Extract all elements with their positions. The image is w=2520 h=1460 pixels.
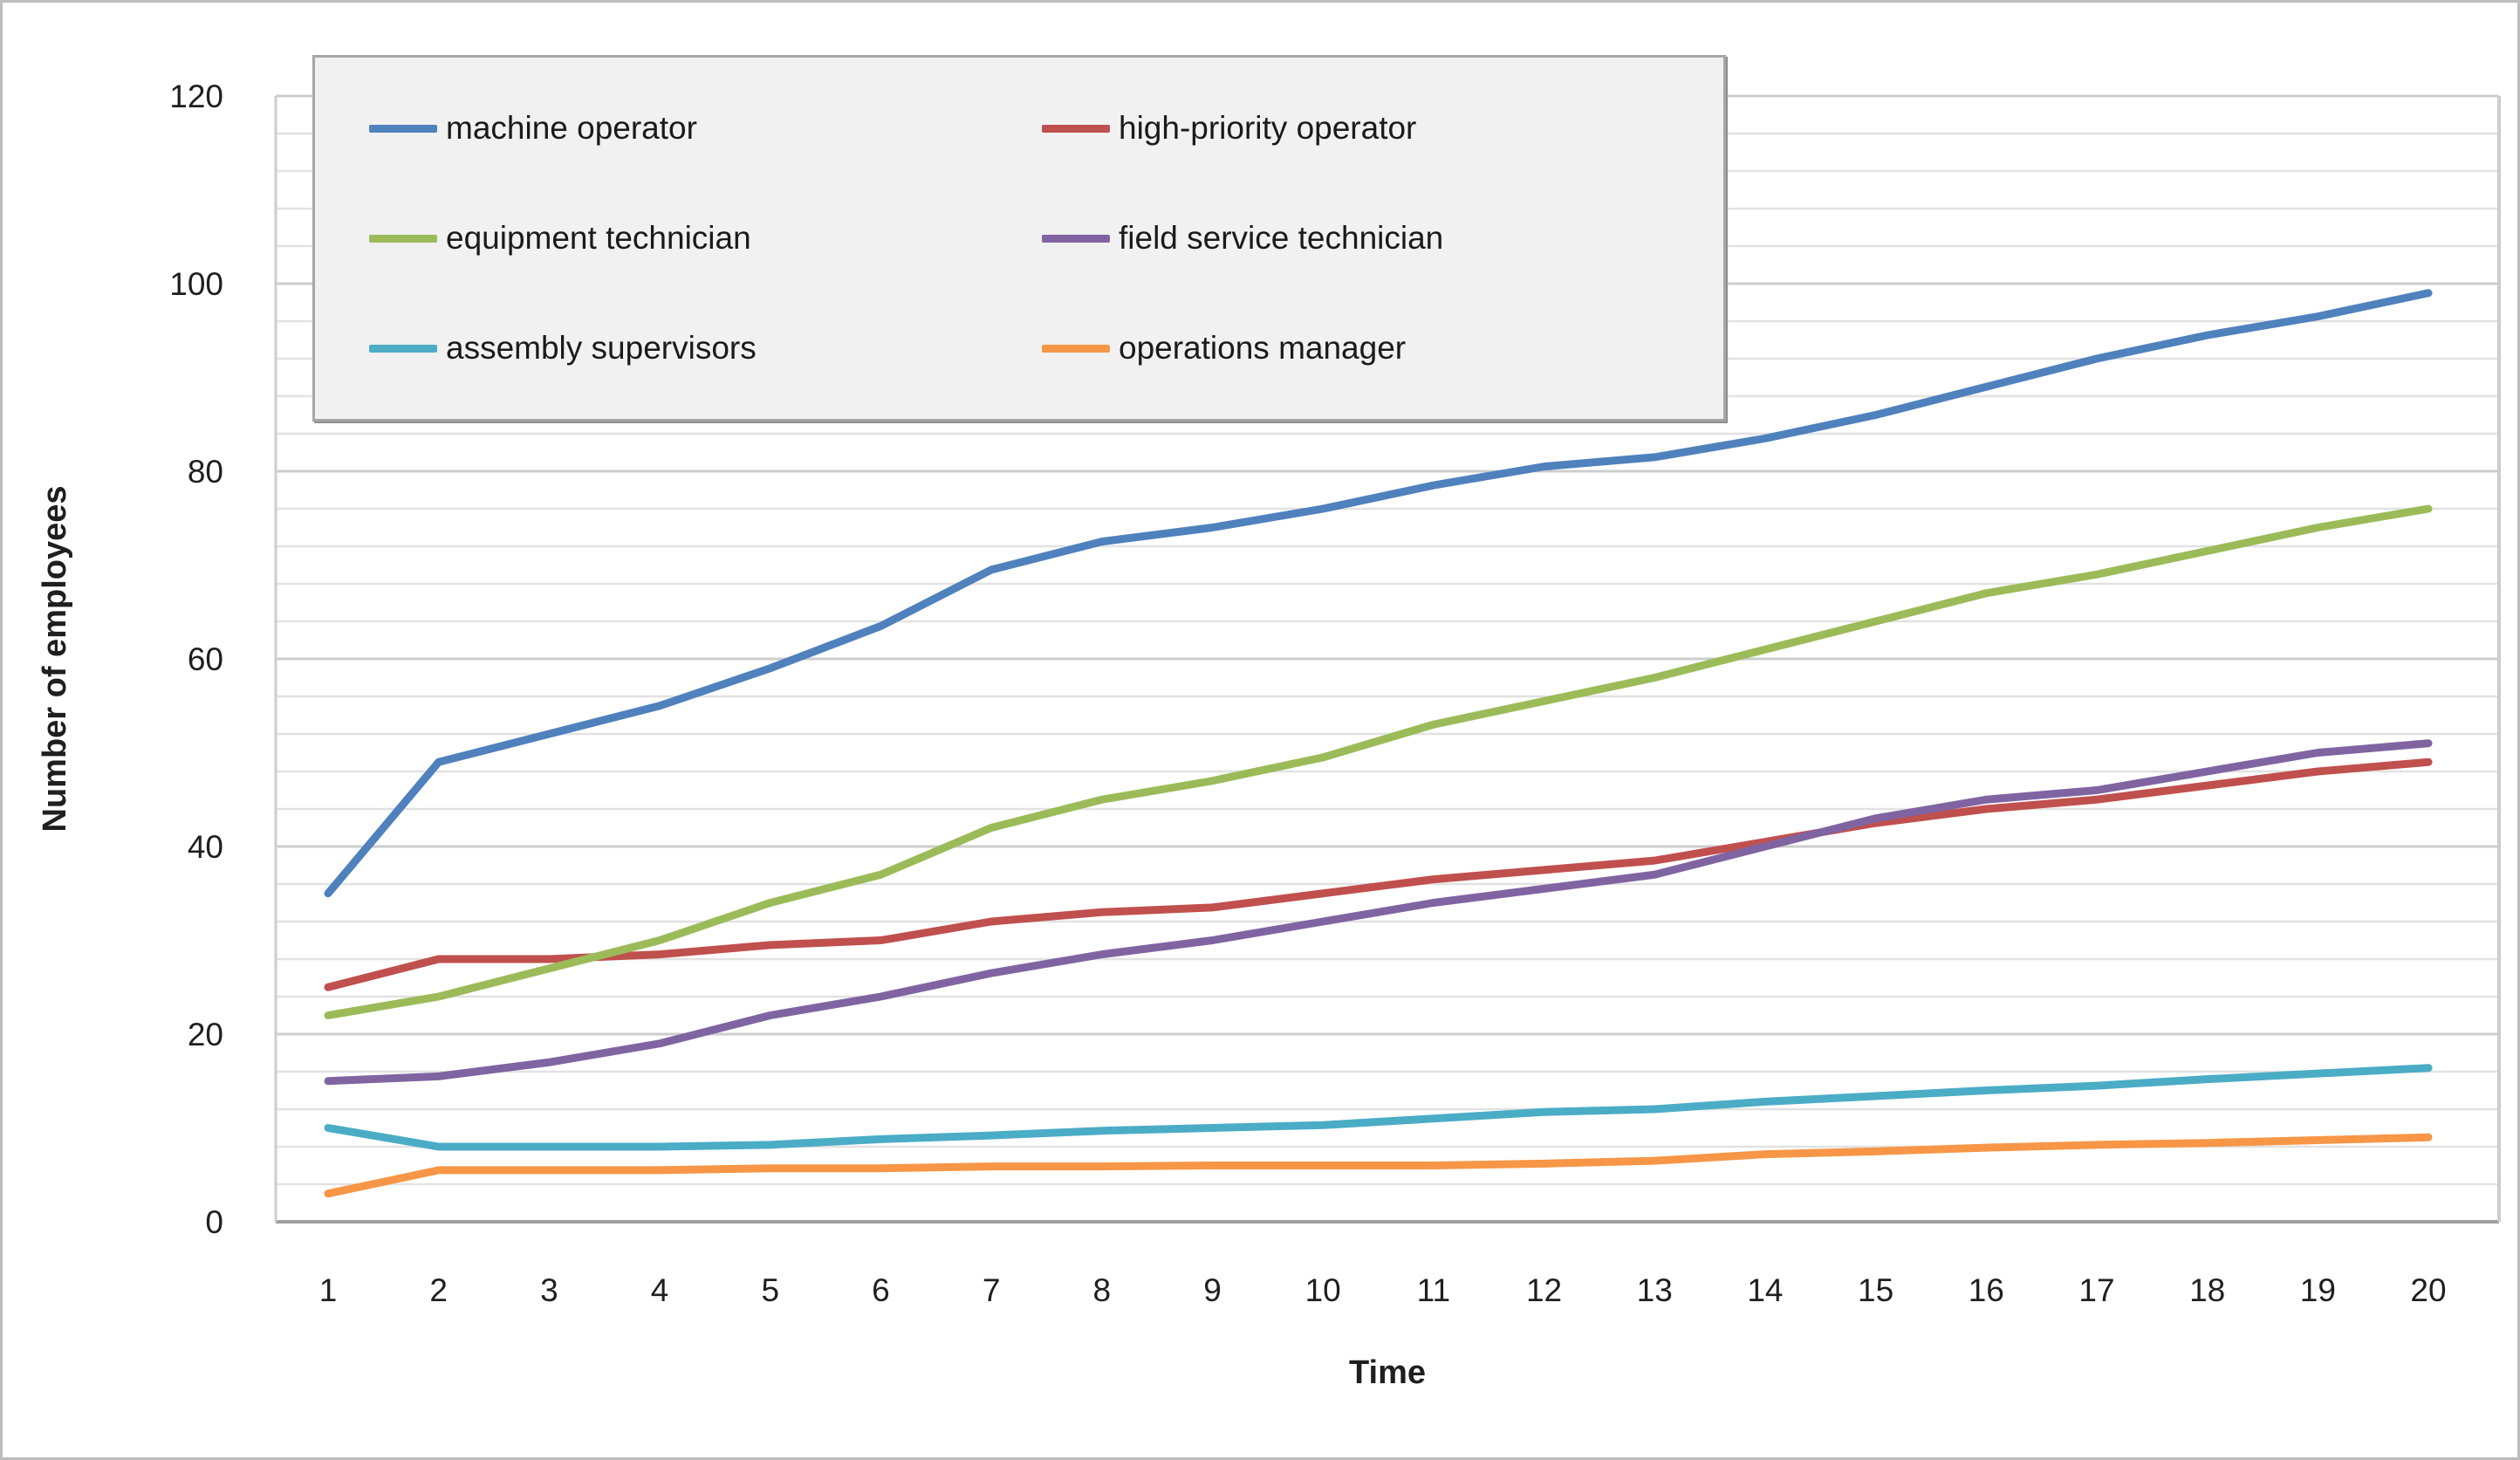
y-tick-label: 80 (188, 454, 223, 490)
x-axis-title: Time (1349, 1354, 1426, 1391)
legend-swatch-icon (1042, 234, 1110, 243)
axes (274, 96, 2501, 1224)
x-tick-label: 1 (319, 1272, 338, 1308)
y-tick-label: 0 (205, 1204, 223, 1240)
y-tick-label: 100 (169, 266, 223, 302)
x-tick-label: 12 (1526, 1272, 1562, 1308)
x-tick-label: 18 (2189, 1272, 2225, 1308)
legend-item-high-priority-operator: high-priority operator (1042, 110, 1715, 147)
series-line-machine-operator (324, 289, 2433, 898)
series-line-assembly-supervisors (324, 1064, 2433, 1151)
x-tick-label: 5 (761, 1272, 779, 1308)
x-tick-label: 14 (1747, 1272, 1783, 1308)
legend-swatch-icon (369, 344, 437, 353)
x-tick-label: 15 (1858, 1272, 1893, 1308)
legend-label: operations manager (1119, 330, 1407, 366)
y-tick-label: 40 (188, 829, 223, 865)
x-tick-label: 16 (1969, 1272, 2004, 1308)
series-line-equipment-technician (324, 504, 2433, 1019)
x-tick-label: 11 (1417, 1272, 1450, 1308)
series-lines (324, 289, 2433, 1198)
x-tick-label: 2 (429, 1272, 448, 1308)
y-tick-label: 20 (188, 1017, 223, 1052)
legend-item-equipment-technician: equipment technician (369, 220, 1042, 257)
x-tick-label: 9 (1203, 1272, 1222, 1308)
y-tick-label: 60 (188, 641, 223, 677)
x-tick-label: 10 (1305, 1272, 1341, 1308)
legend-item-field-service-technician: field service technician (1042, 220, 1715, 257)
legend: machine operator high-priority operator eq… (312, 55, 1726, 422)
series-line-high-priority-operator (324, 757, 2433, 991)
y-axis-tick-labels: 0 20 40 60 80 100 120 (169, 79, 223, 1240)
legend-label: field service technician (1119, 220, 1444, 256)
x-tick-label: 3 (540, 1272, 558, 1308)
legend-label: equipment technician (446, 220, 751, 256)
legend-label: machine operator (446, 110, 697, 146)
x-tick-label: 17 (2078, 1272, 2114, 1308)
series-line-field-service-technician (324, 739, 2433, 1086)
series-line-operations-manager (324, 1133, 2433, 1198)
legend-swatch-icon (369, 124, 437, 133)
y-tick-label: 120 (169, 79, 223, 114)
legend-label: assembly supervisors (446, 330, 757, 366)
legend-item-operations-manager: operations manager (1042, 330, 1715, 367)
y-axis-title: Number of employees (37, 486, 73, 833)
legend-swatch-icon (1042, 344, 1110, 353)
legend-item-machine-operator: machine operator (369, 110, 1042, 147)
x-tick-label: 7 (983, 1272, 1001, 1308)
legend-swatch-icon (369, 234, 437, 243)
x-tick-label: 6 (872, 1272, 890, 1308)
legend-swatch-icon (1042, 124, 1110, 133)
legend-label: high-priority operator (1119, 110, 1417, 146)
x-tick-label: 19 (2300, 1272, 2336, 1308)
x-tick-label: 13 (1637, 1272, 1673, 1308)
x-tick-label: 4 (651, 1272, 669, 1308)
x-tick-label: 20 (2410, 1272, 2446, 1308)
legend-item-assembly-supervisors: assembly supervisors (369, 330, 1042, 367)
x-tick-label: 8 (1093, 1272, 1112, 1308)
x-axis-tick-labels: 1 2 3 4 5 6 7 8 9 10 11 12 13 14 15 16 17 18 19 20 (319, 1272, 2447, 1308)
